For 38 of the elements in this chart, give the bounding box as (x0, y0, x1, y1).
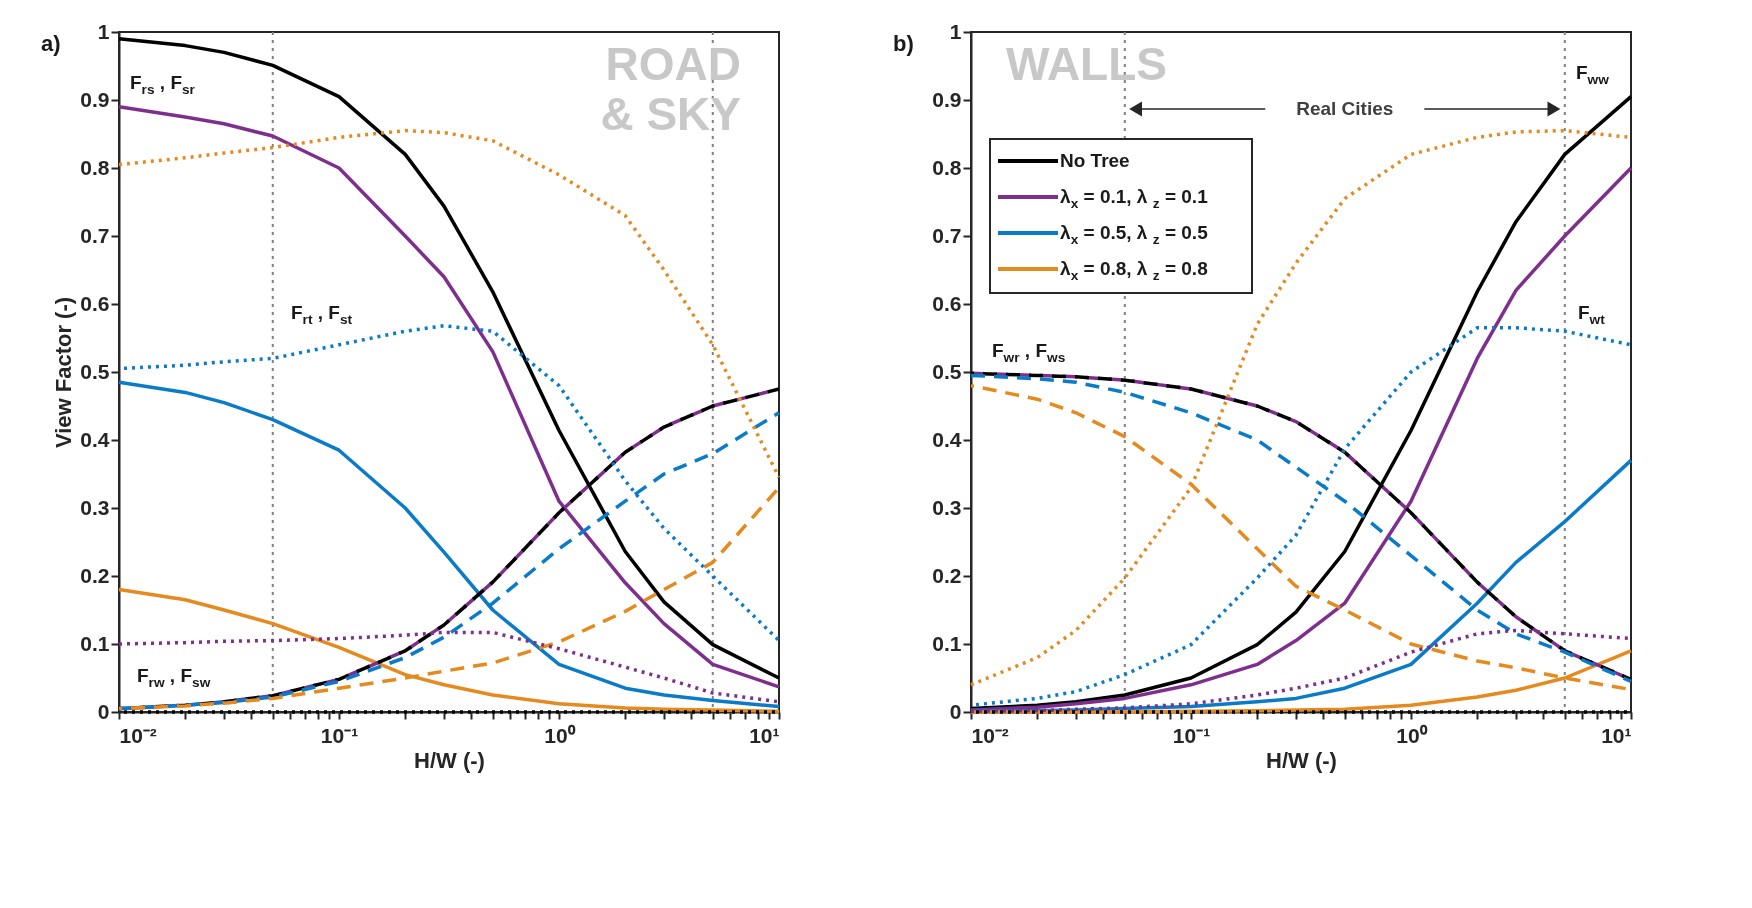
y-axis-title: View Factor (-) (51, 296, 77, 449)
x-tick-label: 10⁰ (544, 723, 576, 747)
y-tick-label: 1 (97, 19, 110, 43)
y-tick-label: 0.6 (80, 291, 110, 315)
x-tick-label: 10⁻¹ (1172, 723, 1211, 747)
x-tick-label: 10¹ (1601, 723, 1632, 747)
x-tick-label: 10⁰ (1396, 723, 1428, 747)
y-tick-label: 0.5 (932, 359, 962, 383)
x-tick-label: 10⁻¹ (320, 723, 359, 747)
y-tick-label: 0.9 (80, 87, 110, 111)
chart-title: a) (41, 31, 61, 56)
y-tick-label: 0.1 (80, 631, 110, 655)
y-tick-label: 0.2 (80, 563, 110, 587)
y-tick-label: 0.5 (80, 359, 110, 383)
y-tick-label: 0.4 (80, 427, 110, 451)
y-tick-label: 0 (97, 699, 110, 723)
legend-label: No Tree (1060, 150, 1130, 171)
x-axis-title: H/W (-) (414, 747, 485, 773)
x-tick-label: 10¹ (749, 723, 780, 747)
y-tick-label: 0.3 (80, 495, 110, 519)
y-tick-label: 0.8 (932, 155, 962, 179)
x-axis-title: H/W (-) (1266, 747, 1337, 773)
x-tick-label: 10⁻² (119, 723, 157, 747)
y-tick-label: 1 (949, 19, 962, 43)
y-tick-label: 0.3 (932, 495, 962, 519)
y-tick-label: 0.7 (932, 223, 962, 247)
y-tick-label: 0.2 (932, 563, 962, 587)
annotation: ROAD & SKY (600, 38, 741, 140)
y-tick-label: 0 (949, 699, 962, 723)
chart-title: b) (893, 31, 914, 56)
y-tick-label: 0.9 (932, 87, 962, 111)
y-tick-label: 0.8 (80, 155, 110, 179)
annotation: Real Cities (1296, 98, 1394, 119)
y-tick-label: 0.6 (932, 291, 962, 315)
y-tick-label: 0.1 (932, 631, 962, 655)
y-tick-label: 0.7 (80, 223, 110, 247)
y-tick-label: 0.4 (932, 427, 962, 451)
x-tick-label: 10⁻² (971, 723, 1009, 747)
